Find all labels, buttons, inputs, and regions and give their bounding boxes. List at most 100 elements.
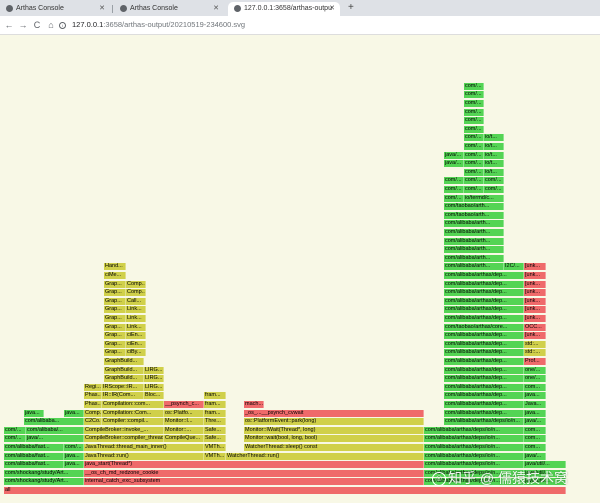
flame-frame[interactable]: fram... bbox=[204, 409, 226, 417]
flame-frame[interactable]: com/taobao/arthas/core... bbox=[444, 323, 524, 331]
flame-frame[interactable]: com/alibaba/arthas/deps/io/n... bbox=[424, 435, 524, 443]
flame-frame[interactable]: com/alibaba/arth... bbox=[444, 237, 504, 245]
flame-frame[interactable]: com... bbox=[524, 426, 546, 434]
flame-frame[interactable]: com/alibaba/arth... bbox=[444, 254, 504, 262]
flame-frame[interactable]: com/alibaba/... bbox=[26, 426, 84, 434]
flame-frame[interactable]: com/... bbox=[4, 426, 26, 434]
flame-frame[interactable]: com/alibaba/arthas/deps/io/n... bbox=[424, 469, 524, 477]
flame-frame[interactable]: com/alibaba/fast... bbox=[4, 452, 64, 460]
flame-frame[interactable]: Grap... bbox=[104, 289, 126, 297]
flame-frame[interactable]: com/... bbox=[464, 82, 484, 90]
tab-arthas-console-1[interactable]: Arthas Console ✕ bbox=[0, 2, 110, 16]
flame-frame[interactable]: [unk... bbox=[524, 306, 546, 314]
flame-frame[interactable]: one/... bbox=[524, 375, 546, 383]
flame-frame[interactable]: com/... bbox=[464, 117, 484, 125]
tab-arthas-console-2[interactable]: Arthas Console ✕ bbox=[114, 2, 224, 16]
close-tab-icon[interactable]: ✕ bbox=[99, 5, 105, 12]
flame-frame[interactable]: Java... bbox=[524, 401, 546, 408]
flame-frame[interactable]: WatcherThread::sleep() const bbox=[244, 444, 424, 451]
flame-frame[interactable]: [unk... bbox=[524, 272, 546, 279]
flame-frame[interactable]: java/... bbox=[524, 452, 546, 460]
flame-frame[interactable]: com/alibaba/arth... bbox=[444, 220, 504, 228]
flame-frame[interactable]: Link... bbox=[126, 315, 146, 322]
flame-frame[interactable]: com/shockang/study/Art... bbox=[4, 478, 84, 486]
flame-frame[interactable]: all bbox=[4, 487, 566, 494]
flame-frame[interactable]: Monitor::... bbox=[164, 426, 204, 434]
flame-frame[interactable]: com/alibaba/arthas/dep... bbox=[444, 392, 524, 400]
flame-frame[interactable]: Monitor::I... bbox=[164, 418, 204, 426]
flame-frame[interactable]: mach... bbox=[244, 401, 264, 408]
flame-frame[interactable]: com... bbox=[524, 444, 546, 451]
flame-frame[interactable]: java/util/... bbox=[524, 461, 566, 469]
flame-frame[interactable]: com/alibaba/arthas/deps/io/n... bbox=[424, 444, 524, 451]
flame-frame[interactable]: java... bbox=[24, 409, 44, 417]
flame-frame[interactable]: Grap... bbox=[104, 340, 126, 348]
flame-frame[interactable]: com/... bbox=[4, 435, 26, 443]
flame-frame[interactable]: std:... bbox=[524, 340, 546, 348]
flame-frame[interactable]: com/alibaba/fast... bbox=[4, 444, 64, 451]
flame-frame[interactable]: com/alibaba/arthas/dep... bbox=[444, 289, 524, 297]
flame-frame[interactable]: com/alibaba/arthas/deps/io/n... bbox=[424, 461, 524, 469]
flame-frame[interactable]: com/alibaba/arthas/dep... bbox=[444, 409, 524, 417]
flame-frame[interactable]: com/... bbox=[464, 151, 484, 159]
flame-frame[interactable]: java/... bbox=[26, 435, 84, 443]
flame-frame[interactable]: com/alibaba/arthas/deps/io/n... bbox=[424, 426, 524, 434]
flame-frame[interactable]: GraphBuild... bbox=[104, 366, 144, 374]
flame-frame[interactable]: VMTh... bbox=[204, 452, 226, 460]
flame-frame[interactable]: Compilation::com... bbox=[102, 401, 164, 408]
flame-frame[interactable]: Comp... bbox=[126, 289, 146, 297]
flame-frame[interactable]: IR::IR(Com... bbox=[102, 392, 144, 400]
flame-frame[interactable]: WatcherThread::run() bbox=[226, 452, 424, 460]
site-info-icon[interactable]: i bbox=[59, 22, 66, 29]
flame-frame[interactable]: Link... bbox=[126, 323, 146, 331]
flame-frame[interactable]: java_start(Thread*) bbox=[84, 461, 424, 469]
flame-frame[interactable]: Comp... bbox=[126, 280, 146, 288]
flame-frame[interactable]: com/taobao/arth... bbox=[444, 203, 504, 211]
flame-frame[interactable]: fram... bbox=[204, 392, 226, 400]
flame-frame[interactable]: com/alibaba/arthas/dep... bbox=[444, 349, 524, 357]
reload-button[interactable]: C bbox=[33, 20, 41, 30]
flame-frame[interactable]: JavaThread::thread_main_inner() bbox=[84, 444, 204, 451]
flame-frame[interactable]: com/shockang/study/Art... bbox=[4, 469, 84, 477]
flame-frame[interactable]: com... bbox=[524, 435, 546, 443]
flame-frame[interactable]: com/alibaba/arthas/dep... bbox=[444, 383, 524, 391]
flame-frame[interactable]: com/... bbox=[464, 91, 484, 99]
flame-frame[interactable]: com/alibaba/arthas/dep... bbox=[444, 366, 524, 374]
flame-frame[interactable]: GraphBuild... bbox=[104, 358, 144, 365]
flame-frame[interactable]: ciEn... bbox=[126, 340, 146, 348]
flame-frame[interactable]: internal_catch_exc_subsystem bbox=[84, 478, 424, 486]
close-tab-icon[interactable]: ✕ bbox=[329, 5, 335, 12]
flame-frame[interactable]: Grap... bbox=[104, 306, 126, 314]
flame-frame[interactable]: LIRG... bbox=[144, 366, 164, 374]
flame-frame[interactable]: [unk... bbox=[524, 332, 546, 340]
flame-frame[interactable]: io/t... bbox=[484, 143, 504, 150]
flame-frame[interactable]: ciEn... bbox=[126, 332, 146, 340]
flame-frame[interactable]: com/... bbox=[464, 160, 484, 168]
flame-frame[interactable]: java/... bbox=[444, 160, 464, 168]
home-button[interactable]: ⌂ bbox=[48, 20, 54, 30]
flame-frame[interactable]: com/alibaba/arthas/dep... bbox=[444, 340, 524, 348]
flame-frame[interactable]: Thre... bbox=[204, 418, 226, 426]
flame-frame[interactable]: com/... bbox=[464, 100, 484, 107]
flame-frame[interactable]: com/alibaba/arth... bbox=[444, 263, 504, 271]
flame-frame[interactable]: __psynch_c... bbox=[164, 401, 204, 408]
flame-frame[interactable]: com/... bbox=[484, 177, 504, 185]
flame-frame[interactable]: com/taobao/arth... bbox=[444, 211, 504, 219]
flame-frame[interactable]: fram... bbox=[204, 401, 226, 408]
flame-frame[interactable]: com/... bbox=[444, 186, 464, 193]
flame-frame[interactable]: __os_ch_md_redzone_cookie bbox=[84, 469, 424, 477]
flame-frame[interactable]: com/alibaba/arthas/dep... bbox=[444, 315, 524, 322]
flame-frame[interactable]: com... bbox=[524, 383, 546, 391]
flame-frame[interactable]: CompileQue... bbox=[164, 435, 204, 443]
flame-frame[interactable]: Grap... bbox=[104, 332, 126, 340]
flame-frame[interactable]: java/util/... bbox=[524, 478, 566, 486]
flame-frame[interactable]: com/alibaba/fast... bbox=[4, 461, 64, 469]
flame-frame[interactable]: Compilation::Com... bbox=[102, 409, 164, 417]
flame-frame[interactable]: Phas... bbox=[84, 401, 102, 408]
flame-frame[interactable]: com/alibaba... bbox=[24, 418, 84, 426]
flame-frame[interactable]: Grap... bbox=[104, 297, 126, 305]
new-tab-button[interactable]: + bbox=[348, 2, 354, 13]
flame-frame[interactable]: java/util/... bbox=[524, 469, 566, 477]
flame-frame[interactable]: com/alibaba/arth... bbox=[444, 246, 504, 254]
flame-frame[interactable]: java... bbox=[524, 409, 546, 417]
